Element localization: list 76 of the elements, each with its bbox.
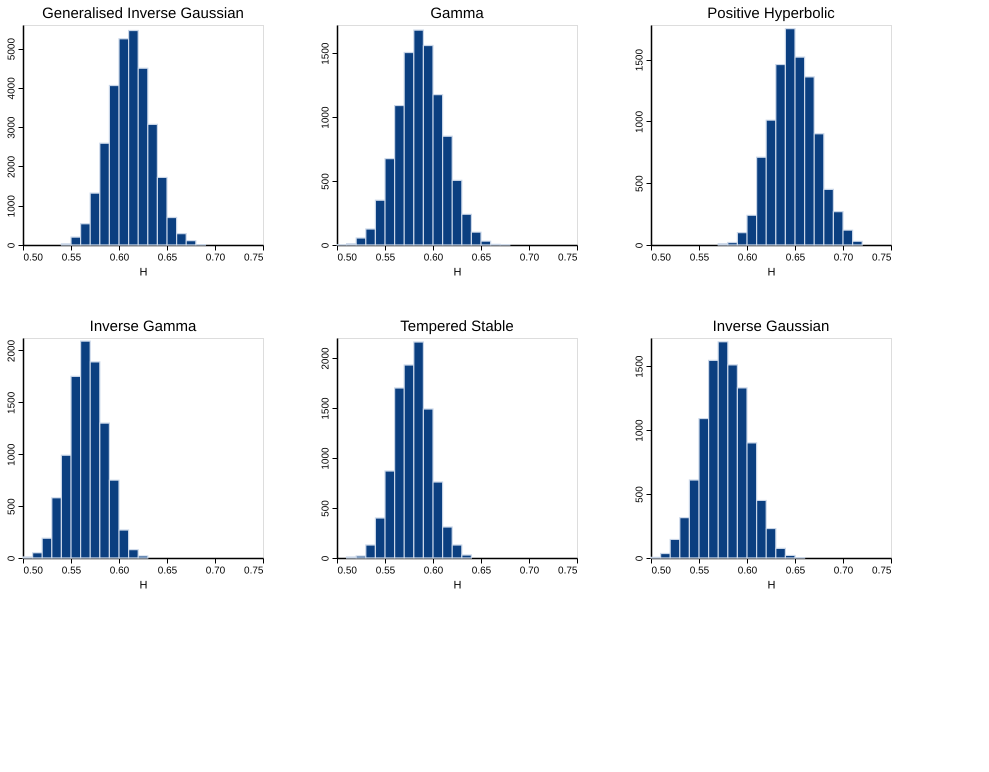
x-tick-label: 0.75: [872, 566, 892, 576]
x-tick-label: 0.75: [244, 566, 264, 576]
y-tick-label: 1500: [320, 396, 332, 420]
y-tick-label: 1000: [320, 446, 332, 470]
chart-title: Positive Hyperbolic: [707, 5, 836, 22]
x-axis-title: H: [140, 580, 148, 592]
y-tick-label: 1000: [6, 443, 18, 466]
x-tick-label: 0.65: [786, 252, 806, 264]
x-tick-label: 0.70: [834, 252, 854, 264]
x-tick-label: 0.50: [24, 252, 44, 264]
x-tick-label: 0.50: [24, 566, 44, 576]
x-tick-label: 0.65: [472, 566, 492, 576]
y-tick-label: 3000: [6, 116, 18, 139]
y-tick-label: 500: [6, 498, 18, 515]
x-tick-label: 0.50: [652, 566, 672, 576]
x-tick-label: 0.75: [244, 252, 264, 264]
y-tick-label: 0: [6, 242, 18, 248]
x-tick-label: 0.55: [62, 252, 82, 264]
x-tick-label: 0.70: [520, 252, 540, 264]
x-tick-label: 0.60: [424, 252, 444, 264]
y-tick-label: 1500: [634, 48, 646, 72]
y-tick-label: 500: [320, 172, 332, 190]
x-tick-label: 0.65: [158, 252, 178, 264]
x-tick-label: 0.55: [690, 566, 710, 576]
x-tick-label: 0.70: [834, 566, 854, 576]
x-axis-title: H: [454, 580, 462, 592]
y-tick-label: 1500: [320, 42, 332, 65]
x-tick-label: 0.60: [738, 566, 758, 576]
x-tick-label: 0.65: [158, 566, 178, 576]
x-tick-label: 0.50: [338, 566, 358, 576]
x-axis-title: H: [768, 580, 776, 592]
chart-title: Gamma: [430, 5, 484, 22]
x-axis-title: H: [768, 266, 776, 278]
y-tick-label: 500: [634, 174, 646, 192]
y-tick-label: 1000: [634, 110, 646, 134]
y-tick-label: 500: [320, 500, 332, 517]
y-tick-label: 2000: [6, 339, 18, 362]
chart-title: Inverse Gamma: [90, 318, 198, 335]
x-tick-label: 0.70: [206, 252, 226, 264]
y-tick-label: 1500: [634, 355, 646, 378]
y-tick-label: 0: [634, 242, 646, 248]
y-tick-label: 0: [320, 555, 332, 562]
y-tick-label: 2000: [320, 346, 332, 370]
y-tick-label: 4000: [6, 76, 18, 100]
x-tick-label: 0.50: [652, 252, 672, 264]
y-tick-label: 5000: [6, 38, 18, 60]
y-tick-label: 0: [634, 555, 646, 562]
y-tick-label: 500: [634, 486, 646, 503]
x-tick-label: 0.55: [62, 566, 82, 576]
chart-title: Tempered Stable: [400, 318, 514, 335]
y-tick-label: 1500: [6, 391, 18, 414]
x-axis-title: H: [140, 266, 148, 278]
x-tick-label: 0.75: [558, 252, 578, 264]
x-tick-label: 0.70: [520, 566, 540, 576]
y-tick-label: 1000: [320, 106, 332, 129]
chart-title: Generalised Inverse Gaussian: [42, 5, 244, 22]
x-tick-label: 0.60: [110, 566, 130, 576]
x-tick-label: 0.50: [338, 252, 358, 264]
x-tick-label: 0.55: [376, 252, 396, 264]
x-tick-label: 0.70: [206, 566, 226, 576]
y-tick-label: 1000: [634, 419, 646, 442]
x-tick-label: 0.55: [690, 252, 710, 264]
chart-title: Inverse Gaussian: [712, 318, 830, 335]
x-axis-title: H: [454, 266, 462, 278]
y-tick-label: 2000: [6, 155, 18, 178]
x-tick-label: 0.75: [872, 252, 892, 264]
y-tick-label: 0: [6, 555, 18, 562]
x-tick-label: 0.65: [472, 252, 492, 264]
y-tick-label: 0: [320, 242, 332, 248]
x-tick-label: 0.60: [738, 252, 758, 264]
x-tick-label: 0.65: [786, 566, 806, 576]
x-tick-label: 0.55: [376, 566, 396, 576]
x-tick-label: 0.60: [424, 566, 444, 576]
y-tick-label: 1000: [6, 194, 18, 218]
x-tick-label: 0.75: [558, 566, 578, 576]
x-tick-label: 0.60: [110, 252, 130, 264]
